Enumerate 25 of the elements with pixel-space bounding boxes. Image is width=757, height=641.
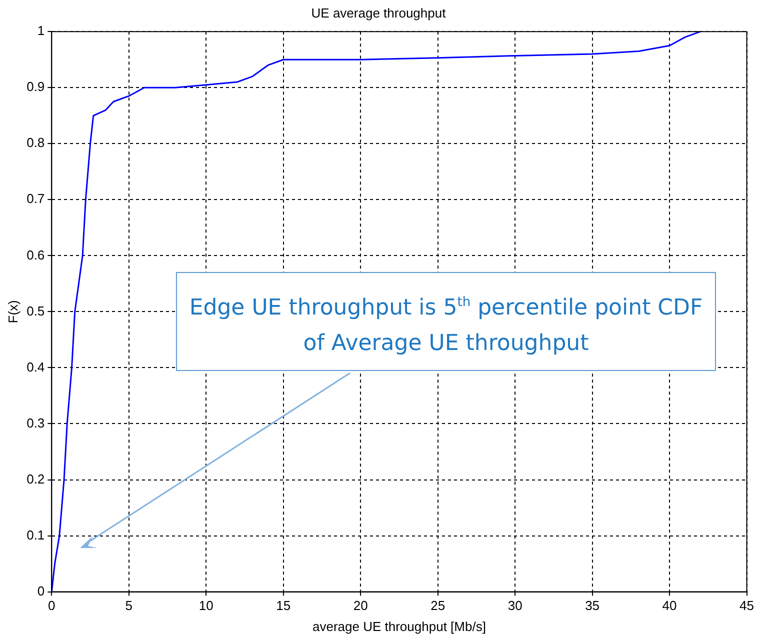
y-axis-title: F(x) bbox=[5, 300, 20, 324]
chart-title: UE average throughput bbox=[311, 5, 446, 20]
x-tick-label: 15 bbox=[276, 598, 291, 614]
x-tick-label: 40 bbox=[662, 598, 677, 614]
y-tick-label: 0 bbox=[37, 583, 45, 598]
y-tick-label: 0.6 bbox=[26, 247, 45, 262]
x-tick-label: 45 bbox=[740, 598, 754, 614]
x-tick-label: 10 bbox=[198, 598, 214, 614]
y-tick-label: 0.1 bbox=[26, 527, 45, 542]
x-tick-label: 30 bbox=[508, 598, 522, 614]
y-tick-label: 1 bbox=[37, 23, 45, 38]
y-tick-label: 0.8 bbox=[26, 135, 45, 150]
x-tick-label: 35 bbox=[585, 598, 600, 614]
y-tick-label: 0.3 bbox=[26, 415, 45, 430]
annotation: Edge UE throughput is 5$^{th}$ percentile point CDF of Average UE throughput bbox=[176, 272, 716, 371]
x-tick-label: 25 bbox=[430, 598, 446, 614]
x-tick-label: 0 bbox=[48, 598, 56, 614]
x-tick-label: 20 bbox=[353, 598, 368, 614]
x-tick-label: 5 bbox=[125, 598, 133, 614]
y-tick-label: 0.2 bbox=[26, 471, 45, 486]
x-axis-title: average UE throughput [Mb/s] bbox=[312, 618, 486, 634]
y-tick-label: 0.7 bbox=[26, 191, 45, 206]
y-tick-label: 0.5 bbox=[26, 303, 45, 318]
y-tick-label: 0.9 bbox=[26, 79, 45, 94]
y-tick-label: 0.4 bbox=[26, 359, 45, 374]
